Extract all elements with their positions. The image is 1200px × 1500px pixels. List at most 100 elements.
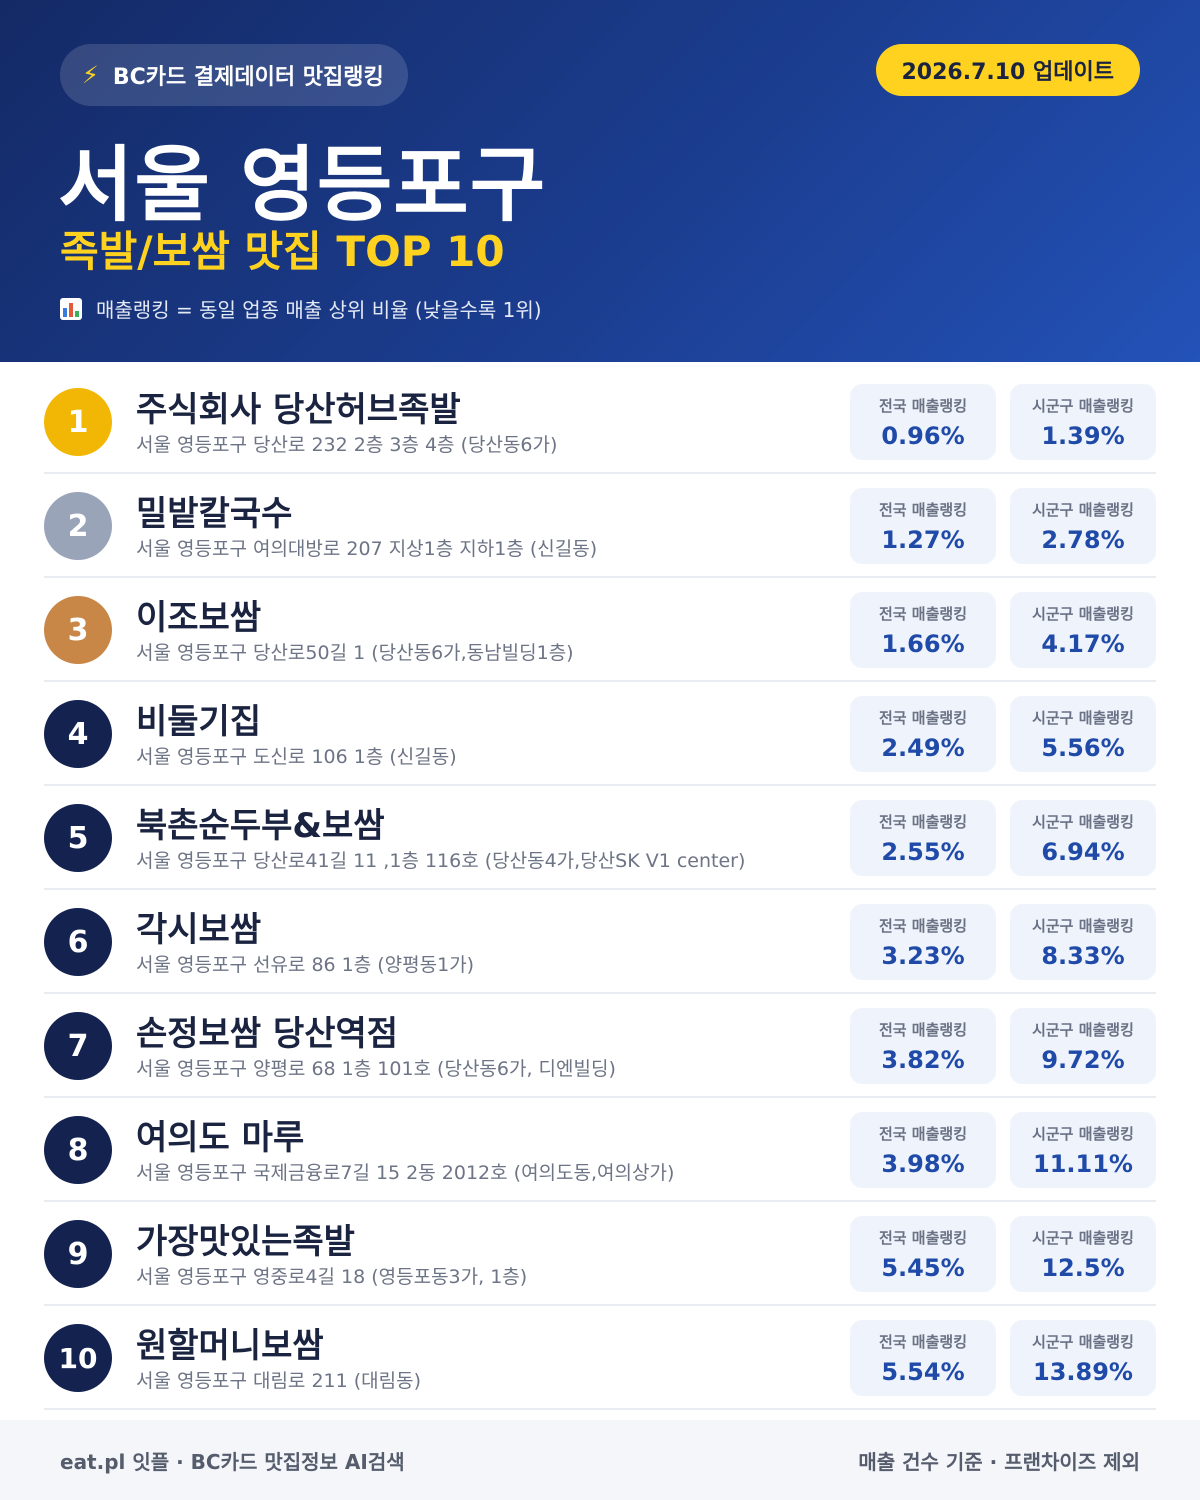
restaurant-address: 서울 영등포구 선유로 86 1층 (양평동1가) <box>136 954 475 976</box>
footer-criteria: 매출 건수 기준 · 프랜차이즈 제외 <box>858 1449 1140 1474</box>
local-ranking-box: 시군구 매출랭킹 2.78% <box>1010 488 1156 564</box>
rank-badge: 6 <box>44 908 112 976</box>
rank-badge: 1 <box>44 388 112 456</box>
restaurant-address: 서울 영등포구 당산로50길 1 (당산동6가,동남빌딩1층) <box>136 642 574 664</box>
local-ranking-label: 시군구 매출랭킹 <box>1032 1124 1134 1143</box>
national-ranking-label: 전국 매출랭킹 <box>878 812 968 831</box>
local-ranking-label: 시군구 매출랭킹 <box>1032 1020 1134 1039</box>
restaurant-address: 서울 영등포구 국제금융로7길 15 2동 2012호 (여의도동,여의상가) <box>136 1162 675 1184</box>
national-ranking-value: 5.45% <box>881 1253 965 1282</box>
local-ranking-box: 시군구 매출랭킹 1.39% <box>1010 384 1156 460</box>
restaurant-name: 북촌순두부&보쌈 <box>136 806 385 846</box>
restaurant-address: 서울 영등포구 도신로 106 1층 (신길동) <box>136 746 457 768</box>
restaurant-name: 주식회사 당산허브족발 <box>136 390 461 430</box>
restaurant-row[interactable]: 7 손정보쌈 당산역점 서울 영등포구 양평로 68 1층 101호 (당산동6… <box>44 994 1156 1098</box>
local-ranking-label: 시군구 매출랭킹 <box>1032 1228 1134 1247</box>
national-ranking-value: 3.82% <box>881 1045 965 1074</box>
local-ranking-box: 시군구 매출랭킹 8.33% <box>1010 904 1156 980</box>
rank-badge: 7 <box>44 1012 112 1080</box>
national-ranking-box: 전국 매출랭킹 1.66% <box>850 592 996 668</box>
restaurant-address: 서울 영등포구 대림로 211 (대림동) <box>136 1370 422 1392</box>
national-ranking-value: 2.49% <box>881 733 965 762</box>
national-ranking-box: 전국 매출랭킹 2.49% <box>850 696 996 772</box>
update-badge: 2026.7.10 업데이트 <box>875 44 1140 96</box>
restaurant-name: 밀밭칼국수 <box>136 494 293 534</box>
national-ranking-value: 3.23% <box>881 941 965 970</box>
restaurant-name: 여의도 마루 <box>136 1118 305 1158</box>
local-ranking-label: 시군구 매출랭킹 <box>1032 708 1134 727</box>
source-label: BC카드 결제데이터 맛집랭킹 <box>112 65 384 90</box>
local-ranking-label: 시군구 매출랭킹 <box>1032 396 1134 415</box>
national-ranking-value: 3.98% <box>881 1149 965 1178</box>
restaurant-address: 서울 영등포구 당산로 232 2층 3층 4층 (당산동6가) <box>136 434 558 456</box>
restaurant-address: 서울 영등포구 양평로 68 1층 101호 (당산동6가, 디엔빌딩) <box>136 1058 616 1080</box>
local-ranking-box: 시군구 매출랭킹 11.11% <box>1010 1112 1156 1188</box>
local-ranking-label: 시군구 매출랭킹 <box>1032 812 1134 831</box>
restaurant-row[interactable]: 2 밀밭칼국수 서울 영등포구 여의대방로 207 지상1층 지하1층 (신길동… <box>44 474 1156 578</box>
national-ranking-label: 전국 매출랭킹 <box>878 916 968 935</box>
local-ranking-value: 1.39% <box>1041 421 1125 450</box>
national-ranking-value: 5.54% <box>881 1357 965 1386</box>
local-ranking-box: 시군구 매출랭킹 4.17% <box>1010 592 1156 668</box>
lightning-icon: ⚡ <box>82 61 99 89</box>
local-ranking-box: 시군구 매출랭킹 12.5% <box>1010 1216 1156 1292</box>
restaurant-row[interactable]: 4 비둘기집 서울 영등포구 도신로 106 1층 (신길동) 전국 매출랭킹 … <box>44 682 1156 786</box>
rank-badge: 10 <box>44 1324 112 1392</box>
national-ranking-box: 전국 매출랭킹 3.82% <box>850 1008 996 1084</box>
restaurant-row[interactable]: 3 이조보쌈 서울 영등포구 당산로50길 1 (당산동6가,동남빌딩1층) 전… <box>44 578 1156 682</box>
national-ranking-value: 1.66% <box>881 629 965 658</box>
ranking-list: 1 주식회사 당산허브족발 서울 영등포구 당산로 232 2층 3층 4층 (… <box>44 370 1156 1410</box>
national-ranking-label: 전국 매출랭킹 <box>878 500 968 519</box>
source-badge: ⚡ BC카드 결제데이터 맛집랭킹 <box>60 44 408 106</box>
local-ranking-box: 시군구 매출랭킹 9.72% <box>1010 1008 1156 1084</box>
national-ranking-value: 0.96% <box>881 421 965 450</box>
rank-badge: 2 <box>44 492 112 560</box>
national-ranking-box: 전국 매출랭킹 0.96% <box>850 384 996 460</box>
local-ranking-value: 13.89% <box>1033 1357 1133 1386</box>
national-ranking-value: 1.27% <box>881 525 965 554</box>
restaurant-row[interactable]: 8 여의도 마루 서울 영등포구 국제금융로7길 15 2동 2012호 (여의… <box>44 1098 1156 1202</box>
rank-badge: 4 <box>44 700 112 768</box>
restaurant-row[interactable]: 9 가장맛있는족발 서울 영등포구 영중로4길 18 (영등포동3가, 1층) … <box>44 1202 1156 1306</box>
restaurant-name: 이조보쌈 <box>136 598 262 638</box>
restaurant-row[interactable]: 5 북촌순두부&보쌈 서울 영등포구 당산로41길 11 ,1층 116호 (당… <box>44 786 1156 890</box>
national-ranking-box: 전국 매출랭킹 3.98% <box>850 1112 996 1188</box>
local-ranking-value: 4.17% <box>1041 629 1125 658</box>
national-ranking-box: 전국 매출랭킹 3.23% <box>850 904 996 980</box>
national-ranking-label: 전국 매출랭킹 <box>878 708 968 727</box>
local-ranking-box: 시군구 매출랭킹 6.94% <box>1010 800 1156 876</box>
national-ranking-box: 전국 매출랭킹 1.27% <box>850 488 996 564</box>
national-ranking-label: 전국 매출랭킹 <box>878 1124 968 1143</box>
local-ranking-label: 시군구 매출랭킹 <box>1032 916 1134 935</box>
local-ranking-value: 9.72% <box>1041 1045 1125 1074</box>
local-ranking-value: 8.33% <box>1041 941 1125 970</box>
local-ranking-label: 시군구 매출랭킹 <box>1032 604 1134 623</box>
restaurant-row[interactable]: 1 주식회사 당산허브족발 서울 영등포구 당산로 232 2층 3층 4층 (… <box>44 370 1156 474</box>
local-ranking-value: 5.56% <box>1041 733 1125 762</box>
local-ranking-value: 11.11% <box>1033 1149 1133 1178</box>
rank-badge: 3 <box>44 596 112 664</box>
local-ranking-box: 시군구 매출랭킹 13.89% <box>1010 1320 1156 1396</box>
rank-badge: 8 <box>44 1116 112 1184</box>
footer-source: eat.pl 잇플 · BC카드 맛집정보 AI검색 <box>60 1449 405 1474</box>
restaurant-address: 서울 영등포구 여의대방로 207 지상1층 지하1층 (신길동) <box>136 538 598 560</box>
national-ranking-value: 2.55% <box>881 837 965 866</box>
header-banner: ⚡ BC카드 결제데이터 맛집랭킹 2026.7.10 업데이트 서울 영등포구… <box>0 0 1200 362</box>
restaurant-row[interactable]: 10 원할머니보쌈 서울 영등포구 대림로 211 (대림동) 전국 매출랭킹 … <box>44 1306 1156 1410</box>
rank-badge: 9 <box>44 1220 112 1288</box>
national-ranking-label: 전국 매출랭킹 <box>878 396 968 415</box>
restaurant-name: 각시보쌈 <box>136 910 262 950</box>
footer: eat.pl 잇플 · BC카드 맛집정보 AI검색 매출 건수 기준 · 프랜… <box>0 1420 1200 1500</box>
local-ranking-label: 시군구 매출랭킹 <box>1032 500 1134 519</box>
restaurant-row[interactable]: 6 각시보쌈 서울 영등포구 선유로 86 1층 (양평동1가) 전국 매출랭킹… <box>44 890 1156 994</box>
national-ranking-box: 전국 매출랭킹 2.55% <box>850 800 996 876</box>
local-ranking-value: 6.94% <box>1041 837 1125 866</box>
restaurant-name: 비둘기집 <box>136 702 262 742</box>
restaurant-address: 서울 영등포구 영중로4길 18 (영등포동3가, 1층) <box>136 1266 528 1288</box>
ranking-note: 매출랭킹 = 동일 업종 매출 상위 비율 (낮을수록 1위) <box>60 294 542 323</box>
restaurant-name: 가장맛있는족발 <box>136 1222 355 1262</box>
restaurant-address: 서울 영등포구 당산로41길 11 ,1층 116호 (당산동4가,당산SK V… <box>136 850 746 872</box>
local-ranking-value: 12.5% <box>1041 1253 1125 1282</box>
local-ranking-box: 시군구 매출랭킹 5.56% <box>1010 696 1156 772</box>
restaurant-name: 원할머니보쌈 <box>136 1326 324 1366</box>
